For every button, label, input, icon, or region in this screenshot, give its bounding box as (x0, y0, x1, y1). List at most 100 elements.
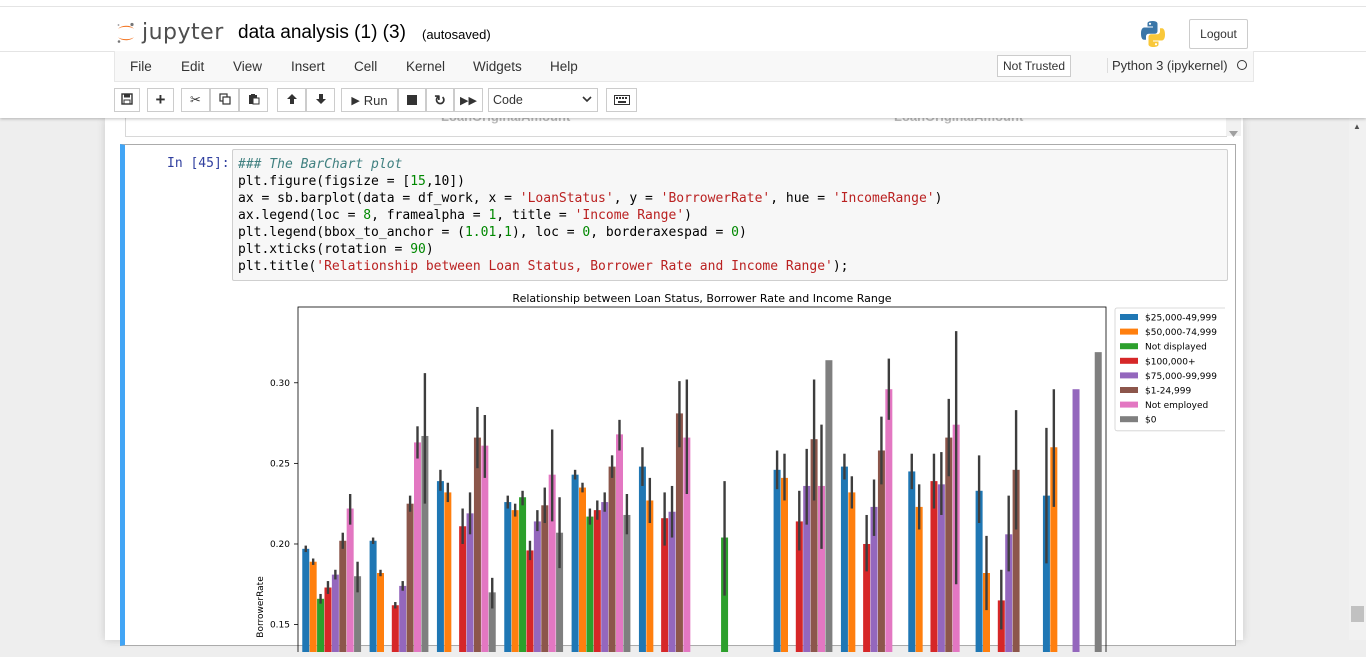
legend-entry: Not employed (1145, 401, 1208, 411)
copy-button[interactable] (210, 88, 239, 112)
not-trusted-indicator[interactable]: Not Trusted (997, 55, 1072, 77)
menu-view[interactable]: View (233, 59, 263, 74)
insert-cell-button[interactable]: + (147, 88, 174, 112)
bar (1050, 447, 1058, 652)
notebook-container: LoanOriginalAmount LoanOriginalAmount In… (105, 109, 1243, 657)
paste-button[interactable] (239, 88, 268, 112)
run-button[interactable]: ▶ Run (341, 88, 398, 112)
copy-icon (218, 92, 231, 108)
bar (661, 518, 669, 652)
bar (309, 561, 317, 652)
menu-cell[interactable]: Cell (354, 59, 378, 74)
python-logo-icon (1138, 19, 1168, 54)
chevron-down-icon (582, 93, 592, 107)
bar (810, 439, 818, 652)
y-axis-label: BorrowerRate (256, 576, 266, 638)
logout-button[interactable]: Logout (1189, 19, 1248, 49)
code-editor[interactable]: ### The BarChart plot plt.figure(figsize … (232, 149, 1228, 281)
y-tick-label: 0.25 (270, 459, 290, 469)
cell-type-select[interactable]: Code (488, 88, 598, 112)
stop-icon (407, 95, 417, 105)
bar (825, 360, 833, 652)
jupyter-logo-text: jupyter (142, 20, 224, 45)
bar (414, 442, 421, 652)
jupyter-logo[interactable]: jupyter (116, 20, 224, 45)
bar (526, 550, 534, 652)
bar (593, 510, 601, 652)
notebook-title[interactable]: data analysis (1) (3) (238, 22, 406, 43)
bar (983, 573, 990, 652)
scroll-up-icon[interactable]: ▲ (1353, 122, 1361, 131)
cell-type-value: Code (493, 93, 523, 107)
legend-swatch (1120, 357, 1138, 364)
legend-entry: $75,000-99,999 (1145, 372, 1217, 382)
kernel-name[interactable]: Python 3 (ipykernel) (1107, 58, 1228, 73)
bar (848, 492, 856, 652)
arrow-up-icon (286, 93, 298, 108)
bar (773, 469, 781, 652)
bar (885, 389, 893, 652)
bar (586, 516, 594, 652)
code-line: plt.title('Relationship between Loan Sta… (238, 259, 849, 274)
code-line: plt.legend(bbox_to_anchor = (1.01,1), lo… (238, 225, 747, 240)
paste-icon (248, 93, 260, 108)
save-button[interactable] (114, 88, 140, 112)
legend-swatch (1120, 416, 1138, 423)
bar (675, 413, 683, 652)
menu-edit[interactable]: Edit (181, 59, 205, 74)
bar (444, 492, 452, 652)
output-scrollbar[interactable] (1226, 118, 1241, 137)
menu-help[interactable]: Help (550, 59, 578, 74)
bar (840, 466, 848, 652)
move-up-button[interactable] (277, 88, 306, 112)
legend-swatch (1120, 372, 1138, 379)
restart-icon: ↻ (434, 91, 446, 108)
command-palette-button[interactable] (606, 88, 637, 112)
code-line: plt.xticks(rotation = 90) (238, 242, 434, 257)
bar (579, 487, 586, 652)
bar (1072, 389, 1080, 652)
bar (571, 474, 579, 652)
cell-output: Relationship between Loan Status, Borrow… (235, 292, 1228, 657)
bar (646, 500, 654, 652)
bar (504, 502, 512, 652)
bar (795, 521, 803, 652)
kernel-idle-icon (1237, 60, 1247, 70)
bar (548, 474, 556, 652)
bar (541, 505, 549, 652)
bar (1094, 352, 1102, 652)
input-prompt: In [45]: (167, 156, 230, 171)
legend-entry: $25,000-49,999 (1145, 314, 1217, 324)
bar (399, 585, 407, 652)
menu-insert[interactable]: Insert (291, 59, 325, 74)
cut-button[interactable]: ✂ (181, 88, 210, 112)
restart-button[interactable]: ↻ (426, 88, 454, 112)
bar (421, 435, 429, 652)
restart-run-all-button[interactable]: ▶▶ (454, 88, 483, 112)
bar (466, 513, 474, 652)
legend-entry: $50,000-74,999 (1145, 328, 1217, 338)
legend-entry: Not displayed (1145, 343, 1207, 353)
bar (391, 605, 399, 652)
page-scrollbar[interactable]: ▲ (1349, 118, 1366, 640)
code-line: ax.legend(loc = 8, framealpha = 1, title… (238, 208, 692, 223)
bar (511, 510, 519, 652)
bar (369, 540, 377, 652)
menu-file[interactable]: File (130, 59, 152, 74)
scrollbar-thumb[interactable] (1351, 606, 1364, 622)
interrupt-button[interactable] (398, 88, 426, 112)
bar-chart: Relationship between Loan Status, Borrow… (256, 292, 1228, 657)
bar (406, 503, 414, 652)
bar (436, 481, 444, 652)
legend-swatch (1120, 314, 1138, 320)
legend-swatch (1120, 343, 1138, 350)
legend-entry: $0 (1145, 416, 1157, 426)
menu-kernel[interactable]: Kernel (406, 59, 446, 74)
move-down-button[interactable] (306, 88, 335, 112)
bar (908, 471, 916, 652)
bar (668, 511, 676, 652)
menu-widgets[interactable]: Widgets (473, 59, 522, 74)
bar (601, 502, 609, 652)
legend-box (1114, 307, 1228, 432)
code-cell[interactable]: In [45]: ### The BarChart plot plt.figure… (120, 144, 1236, 657)
